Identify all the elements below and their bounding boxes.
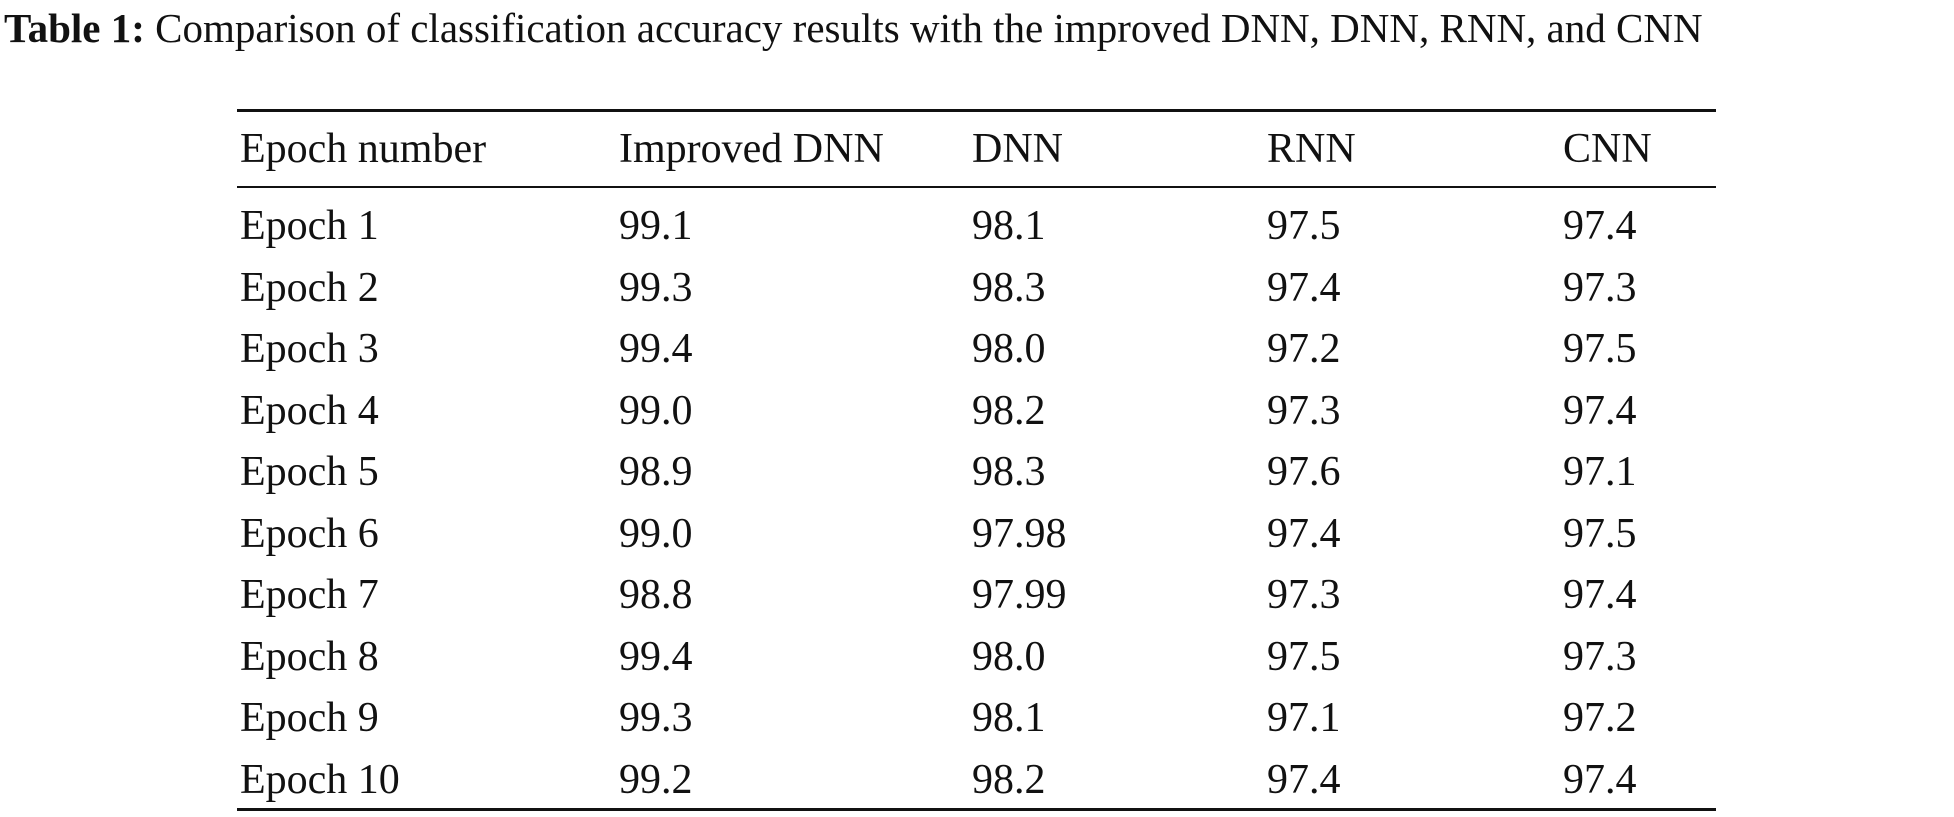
table-cell: 99.3 bbox=[619, 695, 693, 741]
table-cell: 97.4 bbox=[1563, 387, 1637, 434]
table-cell: 98.1 bbox=[972, 203, 1046, 249]
table-cell: 97.4 bbox=[1563, 203, 1637, 249]
table-cell: 97.1 bbox=[1267, 695, 1341, 741]
row-label: Epoch 4 bbox=[240, 387, 379, 434]
table-cell: 99.4 bbox=[619, 633, 693, 680]
table-cell: 99.4 bbox=[619, 326, 693, 372]
table-cell: 97.5 bbox=[1267, 633, 1341, 680]
row-label: Epoch 9 bbox=[240, 695, 379, 741]
table-cell: 97.99 bbox=[972, 572, 1067, 618]
table-cell: 97.2 bbox=[1563, 695, 1637, 741]
table-cell: 97.6 bbox=[1267, 449, 1341, 495]
table-cell: 98.8 bbox=[619, 572, 693, 618]
table-cell: 99.2 bbox=[619, 756, 693, 803]
table-cell: 97.5 bbox=[1563, 510, 1637, 557]
row-label: Epoch 6 bbox=[240, 510, 379, 557]
header-rule bbox=[237, 186, 1716, 188]
table-cell: 98.0 bbox=[972, 633, 1046, 680]
table-cell: 97.3 bbox=[1267, 572, 1341, 618]
header-cell: Epoch number bbox=[240, 126, 487, 172]
row-label: Epoch 7 bbox=[240, 572, 379, 618]
table-cell: 98.0 bbox=[972, 326, 1046, 372]
table-cell: 97.4 bbox=[1267, 756, 1341, 803]
table-cell: 97.5 bbox=[1267, 203, 1341, 249]
top-rule bbox=[237, 109, 1716, 112]
row-label: Epoch 8 bbox=[240, 633, 379, 680]
table-cell: 98.2 bbox=[972, 756, 1046, 803]
header-cell: Improved DNN bbox=[619, 126, 884, 172]
row-label: Epoch 10 bbox=[240, 756, 400, 803]
table-cell: 98.3 bbox=[972, 264, 1046, 311]
row-label: Epoch 3 bbox=[240, 326, 379, 372]
table-cell: 97.3 bbox=[1267, 387, 1341, 434]
header-cell: RNN bbox=[1267, 126, 1356, 172]
caption-text: Comparison of classification accuracy re… bbox=[155, 5, 1703, 51]
table-cell: 97.2 bbox=[1267, 326, 1341, 372]
table-cell: 97.3 bbox=[1563, 633, 1637, 680]
table-cell: 97.4 bbox=[1563, 572, 1637, 618]
bottom-rule bbox=[237, 808, 1716, 811]
table-cell: 98.1 bbox=[972, 695, 1046, 741]
table-cell: 97.4 bbox=[1267, 510, 1341, 557]
table-caption: Table 1: Comparison of classification ac… bbox=[4, 2, 1950, 54]
table-cell: 97.4 bbox=[1267, 264, 1341, 311]
caption-label: Table 1: bbox=[4, 5, 145, 51]
header-cell: CNN bbox=[1563, 126, 1652, 172]
row-label: Epoch 5 bbox=[240, 449, 379, 495]
table-cell: 97.3 bbox=[1563, 264, 1637, 311]
table-cell: 99.0 bbox=[619, 387, 693, 434]
table-cell: 98.2 bbox=[972, 387, 1046, 434]
row-label: Epoch 1 bbox=[240, 203, 379, 249]
table-cell: 99.3 bbox=[619, 264, 693, 311]
table-cell: 97.98 bbox=[972, 510, 1067, 557]
table-cell: 99.1 bbox=[619, 203, 693, 249]
table-cell: 99.0 bbox=[619, 510, 693, 557]
table-cell: 97.4 bbox=[1563, 756, 1637, 803]
table-cell: 97.5 bbox=[1563, 326, 1637, 372]
table-cell: 98.9 bbox=[619, 449, 693, 495]
header-cell: DNN bbox=[972, 126, 1063, 172]
table-cell: 98.3 bbox=[972, 449, 1046, 495]
table-cell: 97.1 bbox=[1563, 449, 1637, 495]
row-label: Epoch 2 bbox=[240, 264, 379, 311]
